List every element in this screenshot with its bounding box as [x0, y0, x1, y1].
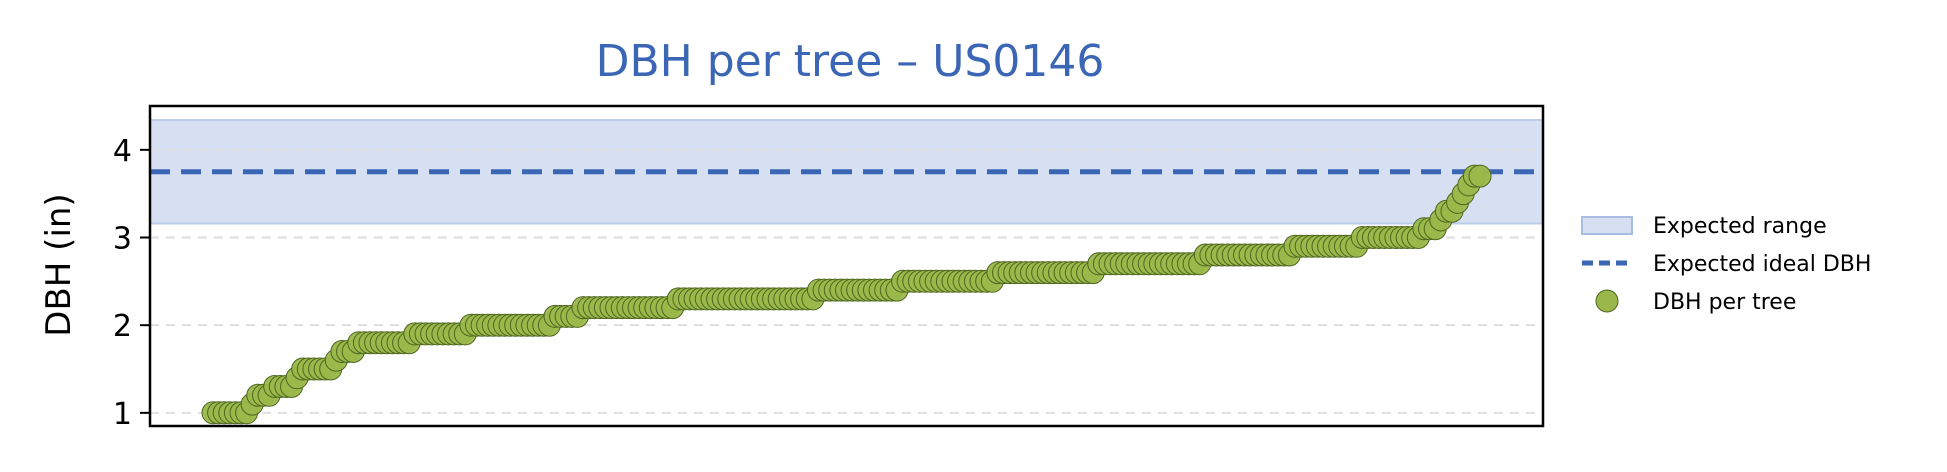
legend-swatch-expected-range [1581, 216, 1633, 235]
legend-swatch-dbh-per-tree [1595, 289, 1619, 313]
chart-title: DBH per tree – US0146 [596, 36, 1105, 87]
data-point [1468, 164, 1492, 188]
legend: Expected range Expected ideal DBH DBH pe… [1581, 214, 1871, 315]
legend-label-expected-range: Expected range [1653, 214, 1827, 239]
y-tick-label-4: 4 [113, 134, 132, 169]
legend-label-dbh-per-tree: DBH per tree [1653, 290, 1796, 315]
y-tick-label-3: 3 [113, 222, 132, 257]
plot-area [148, 104, 1545, 428]
y-tick-label-2: 2 [113, 309, 132, 344]
y-gridlines [150, 148, 1543, 414]
dbh-points [201, 164, 1492, 425]
y-axis: 1 2 3 4 [113, 134, 150, 432]
y-tick-label-1: 1 [113, 397, 132, 432]
y-axis-label: DBH (in) [39, 193, 79, 336]
legend-label-expected-ideal: Expected ideal DBH [1653, 252, 1871, 277]
plot-frame [148, 104, 1545, 428]
